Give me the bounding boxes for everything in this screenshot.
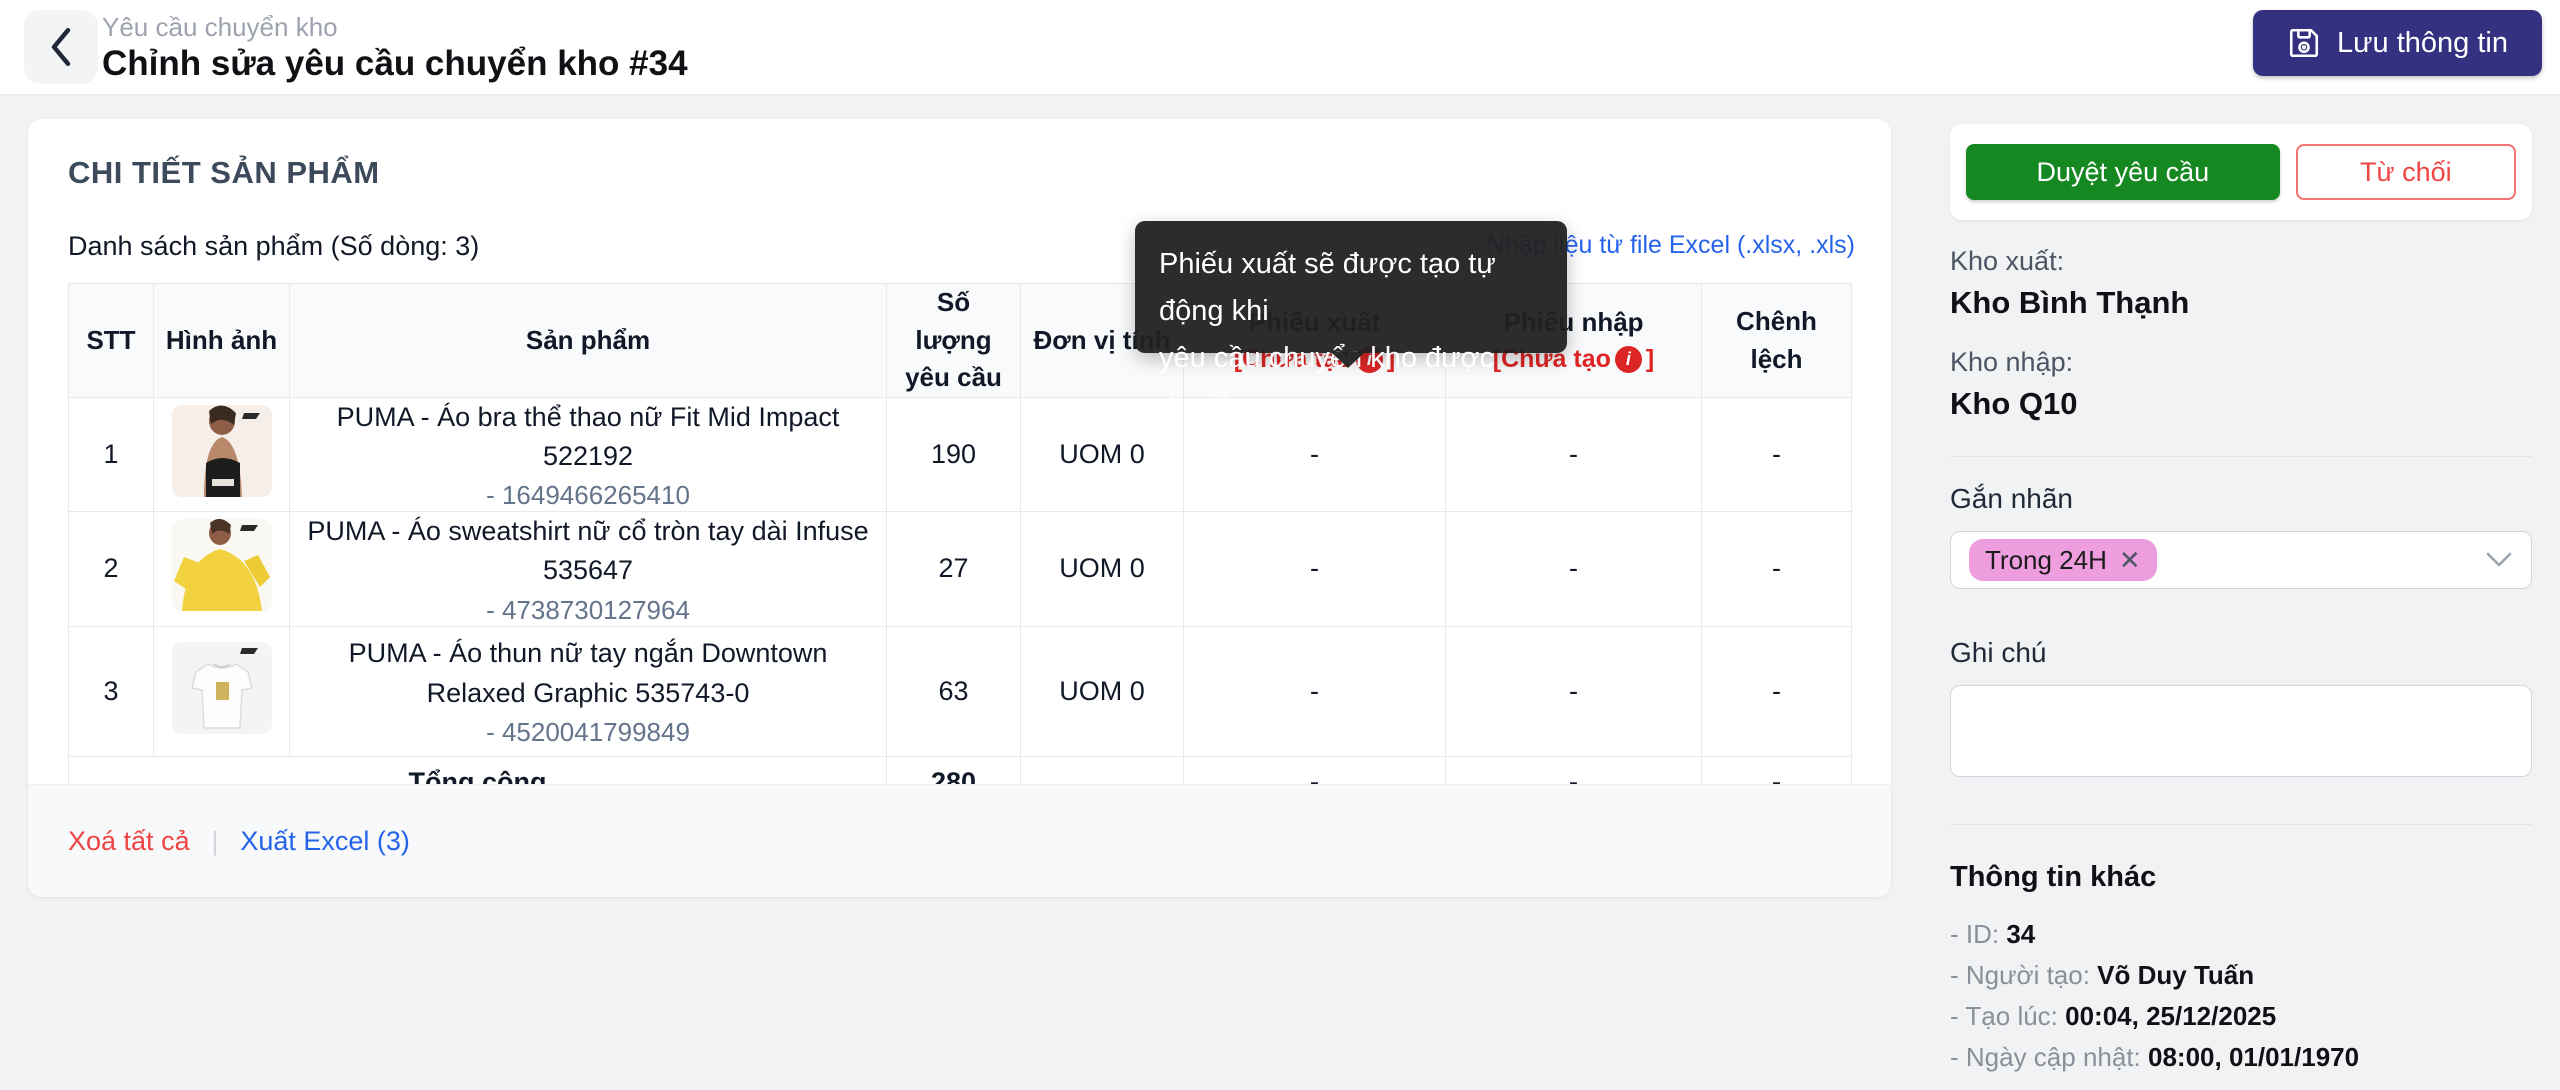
info-item-creator: - Người tạo: Võ Duy Tuấn <box>1950 960 2255 990</box>
col-image: Hình ảnh <box>153 282 290 399</box>
other-info-list: - ID: 34 - Người tạo: Võ Duy Tuấn - Tạo … <box>1950 914 2532 1078</box>
uom: UOM 0 <box>1020 625 1184 757</box>
footer-separator: | <box>211 825 219 856</box>
back-button[interactable] <box>24 10 98 84</box>
diff-value: - <box>1701 511 1852 627</box>
out-slip-value: - <box>1183 511 1446 627</box>
product-list-label: Danh sách sản phẩm (Số dòng: 3) <box>68 231 480 261</box>
in-slip-value: - <box>1445 511 1702 627</box>
product-barcode: - 4520041799849 <box>486 716 690 747</box>
save-icon <box>2287 26 2321 60</box>
tooltip-line: yêu cầu chuyển kho được duyệt <box>1159 341 1495 421</box>
diff-value: - <box>1701 397 1852 513</box>
divider <box>1950 824 2532 825</box>
uom: UOM 0 <box>1020 511 1184 627</box>
qty-requested: 63 <box>886 625 1021 757</box>
save-button[interactable]: Lưu thông tin <box>2253 10 2542 76</box>
divider <box>1950 456 2532 457</box>
product-barcode: - 4738730127964 <box>486 594 690 625</box>
col-product: Sản phẩm <box>289 282 887 399</box>
delete-all-link[interactable]: Xoá tất cả <box>68 825 190 856</box>
in-slip-value: - <box>1445 625 1702 757</box>
qty-requested: 190 <box>886 397 1021 513</box>
source-warehouse-value: Kho Bình Thạnh <box>1950 285 2190 320</box>
product-image <box>171 641 272 734</box>
table-row: 1 PUMA - Á <box>68 397 1852 513</box>
table-row: 3 PUMA - Áo thun nữ tay ngắn Downtown Re <box>68 625 1852 757</box>
info-item-created-at: - Tạo lúc: 00:04, 25/12/2025 <box>1950 1001 2277 1031</box>
breadcrumb: Yêu cầu chuyển kho <box>102 12 338 42</box>
out-slip-value: - <box>1183 397 1446 513</box>
section-title: CHI TIẾT SẢN PHẨM <box>68 155 380 190</box>
tag-label: Gắn nhãn <box>1950 483 2073 514</box>
note-label: Ghi chú <box>1950 637 2047 668</box>
chevron-down-icon <box>2485 551 2513 569</box>
tooltip-line: Phiếu xuất sẽ được tạo tự động khi <box>1159 248 1496 327</box>
col-stt: STT <box>68 282 154 399</box>
product-image <box>171 519 272 612</box>
page-title: Chỉnh sửa yêu cầu chuyển kho #34 <box>102 44 688 83</box>
approve-button[interactable]: Duyệt yêu cầu <box>1966 144 2280 200</box>
sidebar: Duyệt yêu cầu Từ chối Kho xuất: Kho Bình… <box>1950 124 2532 1078</box>
row-index: 1 <box>68 397 154 513</box>
product-detail-card: CHI TIẾT SẢN PHẨM Danh sách sản phẩm (Số… <box>28 119 1891 897</box>
dest-warehouse-label: Kho nhập: <box>1950 347 2074 377</box>
chevron-left-icon <box>46 26 76 68</box>
product-table: STT Hình ảnh Sản phẩm Số lượng yêu cầu Đ… <box>68 282 1852 809</box>
col-qty: Số lượng yêu cầu <box>886 282 1021 399</box>
table-row: 2 PUMA - Á <box>68 511 1852 627</box>
product-name: PUMA - Áo sweatshirt nữ cổ tròn tay dài … <box>307 516 869 586</box>
qty-requested: 27 <box>886 511 1021 627</box>
tag-chip-label: Trong 24H <box>1985 544 2107 575</box>
product-barcode: - 1649466265410 <box>486 480 690 511</box>
in-slip-value: - <box>1445 397 1702 513</box>
product-name: PUMA - Áo thun nữ tay ngắn Downtown Rela… <box>348 638 828 708</box>
row-index: 2 <box>68 511 154 627</box>
product-image <box>171 405 272 498</box>
reject-button[interactable]: Từ chối <box>2295 144 2516 200</box>
top-bar: Yêu cầu chuyển kho Chỉnh sửa yêu cầu chu… <box>0 0 2560 95</box>
col-diff: Chênh lệch <box>1701 282 1852 399</box>
info-item-updated-at: - Ngày cập nhật: 08:00, 01/01/1970 <box>1950 1042 2360 1072</box>
info-icon[interactable]: i <box>1614 345 1642 373</box>
source-warehouse-label: Kho xuất: <box>1950 246 2065 276</box>
approval-actions-card: Duyệt yêu cầu Từ chối <box>1950 124 2532 220</box>
info-item-id: - ID: 34 <box>1950 919 2036 949</box>
dest-warehouse-value: Kho Q10 <box>1950 386 2078 421</box>
tag-select[interactable]: Trong 24H ✕ <box>1950 531 2532 589</box>
note-textarea[interactable] <box>1950 685 2532 777</box>
save-button-label: Lưu thông tin <box>2337 26 2508 59</box>
other-info-title: Thông tin khác <box>1950 861 2157 893</box>
row-index: 3 <box>68 625 154 757</box>
tag-chip: Trong 24H ✕ <box>1969 539 2157 581</box>
out-slip-tooltip: Phiếu xuất sẽ được tạo tự động khi yêu c… <box>1135 221 1567 421</box>
diff-value: - <box>1701 625 1852 757</box>
table-header-row: STT Hình ảnh Sản phẩm Số lượng yêu cầu Đ… <box>68 282 1852 399</box>
product-name: PUMA - Áo bra thể thao nữ Fit Mid Impact… <box>336 402 840 472</box>
table-actions-footer: Xoá tất cả | Xuất Excel (3) <box>28 784 1891 897</box>
export-excel-link[interactable]: Xuất Excel (3) <box>240 825 410 856</box>
out-slip-value: - <box>1183 625 1446 757</box>
tag-remove-icon[interactable]: ✕ <box>2118 544 2141 575</box>
